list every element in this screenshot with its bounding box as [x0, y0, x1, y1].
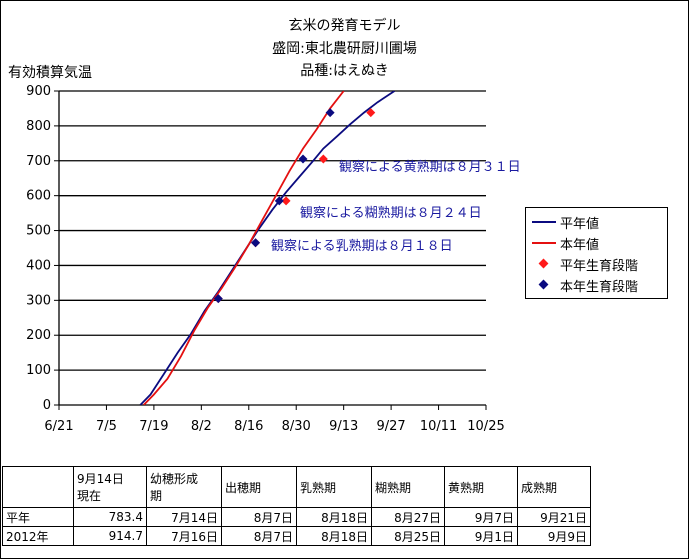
legend-item-heinen-line: 平年値 [526, 213, 600, 232]
legend-swatch-honnen-line [532, 242, 556, 244]
line-heinen [139, 91, 395, 405]
y-tick-label: 100 [26, 363, 51, 378]
legend-label-heinen-stage: 平年生育段階 [560, 258, 639, 274]
table-header-cell: 幼穂形成期 [146, 466, 222, 508]
y-tick-label: 500 [26, 224, 51, 239]
annotation-kojukuki: 観察による糊熟期は８月２４日 [300, 206, 482, 221]
chart-legend: 平年値 本年値 平年生育段階 本年生育段階 [525, 207, 668, 299]
marker-heinen-stage [366, 108, 376, 118]
table-cell: 8月18日 [296, 507, 372, 527]
stage-table: 9月14日 現在 幼穂形成期 出穂期 乳熟期 糊熟期 黄熟期 成熟期 平年 783… [2, 466, 591, 546]
legend-label-honnen-stage: 本年生育段階 [560, 279, 639, 295]
marker-honnen-stage [251, 238, 261, 248]
table-cell: 9月7日 [444, 507, 518, 527]
legend-item-honnen-stage: 本年生育段階 [526, 276, 639, 295]
y-tick-label: 0 [43, 398, 51, 413]
plot-area [59, 91, 486, 405]
table-cell-label: 2012年 [2, 526, 74, 546]
legend-item-honnen-line: 本年値 [526, 234, 600, 253]
legend-swatch-heinen-stage [538, 258, 549, 269]
table-header-cell: 出穂期 [221, 466, 297, 508]
x-tick-label: 8/30 [282, 419, 311, 434]
table-cell: 8月27日 [371, 507, 445, 527]
table-cell: 914.7 [73, 526, 147, 546]
table-cell: 8月7日 [221, 507, 297, 527]
table-header-cell: 9月14日 現在 [73, 466, 147, 508]
annotation-nyujukuki: 観察による乳熟期は８月１８日 [271, 239, 453, 254]
annotation-koujukuki: 観察による黄熟期は８月３１日 [339, 160, 521, 175]
chart-title: 玄米の発育モデル [288, 18, 401, 34]
chart-subtitle-variety: 品種:はえぬき [300, 63, 389, 79]
table-cell: 8月25日 [371, 526, 445, 546]
x-tick-label: 10/25 [467, 419, 504, 434]
x-tick-label: 10/11 [420, 419, 457, 434]
x-tick-label: 9/27 [377, 419, 406, 434]
legend-item-heinen-stage: 平年生育段階 [526, 255, 639, 274]
y-tick-label: 900 [26, 84, 51, 99]
y-tick-label: 800 [26, 119, 51, 134]
legend-label-heinen-line: 平年値 [560, 216, 600, 232]
table-cell: 8月7日 [221, 526, 297, 546]
x-tick-label: 7/5 [96, 419, 117, 434]
marker-honnen-stage [213, 294, 223, 304]
x-tick-label: 7/19 [139, 419, 168, 434]
chart-subtitle-location: 盛岡:東北農研厨川圃場 [272, 41, 417, 57]
y-tick-label: 700 [26, 154, 51, 169]
table-header-row: 9月14日 現在 幼穂形成期 出穂期 乳熟期 糊熟期 黄熟期 成熟期 [2, 466, 591, 508]
legend-label-honnen-line: 本年値 [560, 237, 600, 253]
y-tick-label: 200 [26, 328, 51, 343]
legend-swatch-honnen-stage [538, 279, 549, 290]
marker-heinen-stage [281, 196, 291, 206]
y-tick-label: 400 [26, 258, 51, 273]
x-tick-label: 8/16 [234, 419, 263, 434]
table-header-cell: 黄熟期 [444, 466, 518, 508]
y-tick-label: 300 [26, 293, 51, 308]
table-cell: 7月16日 [146, 526, 222, 546]
table-cell: 9月21日 [517, 507, 591, 527]
legend-swatch-heinen-line [532, 221, 556, 223]
x-tick-label: 6/21 [44, 419, 73, 434]
table-cell: 9月9日 [517, 526, 591, 546]
marker-honnen-stage [274, 196, 284, 206]
table-row: 平年 783.4 7月14日 8月7日 8月18日 8月27日 9月7日 9月2… [2, 507, 591, 527]
table-header-cell [2, 466, 74, 508]
y-axis-label: 有効積算気温 [8, 65, 92, 81]
table-header-cell: 乳熟期 [296, 466, 372, 508]
marker-honnen-stage [298, 154, 308, 164]
table-cell-label: 平年 [2, 507, 74, 527]
x-tick-label: 9/13 [329, 419, 358, 434]
table-cell: 7月14日 [146, 507, 222, 527]
table-cell: 783.4 [73, 507, 147, 527]
x-tick-label: 8/2 [191, 419, 212, 434]
marker-honnen-stage [325, 108, 335, 118]
table-header-cell: 成熟期 [517, 466, 591, 508]
marker-heinen-stage [318, 154, 328, 164]
table-cell: 8月18日 [296, 526, 372, 546]
table-cell: 9月1日 [444, 526, 518, 546]
line-honnen [143, 91, 345, 405]
y-tick-label: 600 [26, 189, 51, 204]
table-row: 2012年 914.7 7月16日 8月7日 8月18日 8月25日 9月1日 … [2, 526, 591, 546]
table-header-cell: 糊熟期 [371, 466, 445, 508]
